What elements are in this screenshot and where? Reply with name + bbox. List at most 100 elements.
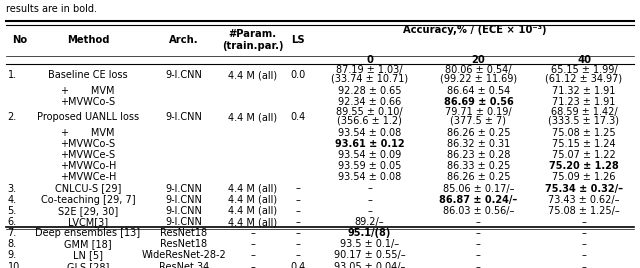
Text: 90.17 ± 0.55/–: 90.17 ± 0.55/– [334, 251, 405, 260]
Text: –: – [367, 206, 372, 216]
Text: 86.26 ± 0.25: 86.26 ± 0.25 [447, 128, 510, 138]
Text: 85.06 ± 0.17/–: 85.06 ± 0.17/– [443, 184, 514, 193]
Text: +MVWCo-H: +MVWCo-H [60, 161, 116, 171]
Text: CNLCU-S [29]: CNLCU-S [29] [55, 184, 121, 193]
Text: 8.: 8. [8, 239, 17, 249]
Text: 0.4: 0.4 [290, 262, 305, 268]
Text: S2E [29, 30]: S2E [29, 30] [58, 206, 118, 216]
Text: –: – [295, 239, 300, 249]
Text: 7.: 7. [8, 228, 17, 238]
Text: +       MVM: + MVM [61, 86, 115, 96]
Text: #Param.
(train.par.): #Param. (train.par.) [222, 29, 284, 51]
Text: 9-l.CNN: 9-l.CNN [166, 112, 202, 122]
Text: 92.28 ± 0.65: 92.28 ± 0.65 [338, 86, 401, 96]
Text: 75.20 ± 1.28: 75.20 ± 1.28 [549, 161, 619, 171]
Text: 4.4 M (all): 4.4 M (all) [228, 217, 277, 227]
Text: 4.4 M (all): 4.4 M (all) [228, 195, 277, 205]
Text: –: – [295, 228, 300, 238]
Text: ResNet18: ResNet18 [161, 228, 207, 238]
Text: –: – [295, 206, 300, 216]
Text: (99.22 ± 11.69): (99.22 ± 11.69) [440, 73, 517, 83]
Text: –: – [367, 184, 372, 193]
Text: –: – [295, 251, 300, 260]
Text: (61.12 ± 34.97): (61.12 ± 34.97) [545, 73, 623, 83]
Text: 2.: 2. [8, 112, 17, 122]
Text: 0.4: 0.4 [290, 112, 305, 122]
Text: 4.4 M (all): 4.4 M (all) [228, 70, 277, 80]
Text: 86.26 ± 0.25: 86.26 ± 0.25 [447, 172, 510, 183]
Text: –: – [295, 217, 300, 227]
Text: 86.32 ± 0.31: 86.32 ± 0.31 [447, 139, 510, 149]
Text: 68.59 ± 1.42/: 68.59 ± 1.42/ [550, 107, 618, 117]
Text: +MVWCo-S: +MVWCo-S [60, 97, 116, 107]
Text: Method: Method [67, 35, 109, 45]
Text: 80.06 ± 0.54/: 80.06 ± 0.54/ [445, 65, 511, 75]
Text: 9.: 9. [8, 251, 17, 260]
Text: No: No [12, 35, 27, 45]
Text: 86.33 ± 0.25: 86.33 ± 0.25 [447, 161, 510, 171]
Text: 9-l.CNN: 9-l.CNN [166, 217, 202, 227]
Text: GMM [18]: GMM [18] [64, 239, 112, 249]
Text: 73.43 ± 0.62/–: 73.43 ± 0.62/– [548, 195, 620, 205]
Text: 75.08 ± 1.25: 75.08 ± 1.25 [552, 128, 616, 138]
Text: 71.32 ± 1.91: 71.32 ± 1.91 [552, 86, 616, 96]
Text: 9-l.CNN: 9-l.CNN [166, 184, 202, 193]
Text: –: – [250, 262, 255, 268]
Text: 75.08 ± 1.25/–: 75.08 ± 1.25/– [548, 206, 620, 216]
Text: 89.2/–: 89.2/– [355, 217, 385, 227]
Text: –: – [582, 262, 586, 268]
Text: –: – [476, 239, 481, 249]
Text: 3.: 3. [8, 184, 17, 193]
Text: –: – [476, 217, 481, 227]
Text: +MVWCe-S: +MVWCe-S [60, 150, 116, 160]
Text: 9-l.CNN: 9-l.CNN [166, 206, 202, 216]
Text: 93.54 ± 0.08: 93.54 ± 0.08 [338, 172, 401, 183]
Text: 0: 0 [366, 55, 373, 65]
Text: Accuracy,% / (ECE × 10⁻³): Accuracy,% / (ECE × 10⁻³) [403, 25, 547, 35]
Text: –: – [250, 239, 255, 249]
Text: 89.55 ± 0.10/: 89.55 ± 0.10/ [336, 107, 403, 117]
Text: –: – [250, 228, 255, 238]
Text: Deep ensembles [13]: Deep ensembles [13] [35, 228, 141, 238]
Text: (377.5 ± 7): (377.5 ± 7) [451, 115, 506, 125]
Text: 40: 40 [577, 55, 591, 65]
Text: ResNet18: ResNet18 [161, 239, 207, 249]
Text: 20: 20 [472, 55, 485, 65]
Text: LVCM[3]: LVCM[3] [68, 217, 108, 227]
Text: –: – [582, 217, 586, 227]
Text: –: – [367, 195, 372, 205]
Text: 65.15 ± 1.99/: 65.15 ± 1.99/ [550, 65, 618, 75]
Text: 86.03 ± 0.56/–: 86.03 ± 0.56/– [443, 206, 514, 216]
Text: Co-teaching [29, 7]: Co-teaching [29, 7] [41, 195, 135, 205]
Text: (33.74 ± 10.71): (33.74 ± 10.71) [331, 73, 408, 83]
Text: 86.87 ± 0.24/–: 86.87 ± 0.24/– [439, 195, 518, 205]
Text: 87.19 ± 1.03/: 87.19 ± 1.03/ [337, 65, 403, 75]
Text: –: – [476, 251, 481, 260]
Text: 4.4 M (all): 4.4 M (all) [228, 112, 277, 122]
Text: GLS [28]: GLS [28] [67, 262, 109, 268]
Text: –: – [250, 251, 255, 260]
Text: ResNet 34: ResNet 34 [159, 262, 209, 268]
Text: 4.4 M (all): 4.4 M (all) [228, 206, 277, 216]
Text: –: – [582, 251, 586, 260]
Text: –: – [582, 228, 586, 238]
Text: 75.15 ± 1.24: 75.15 ± 1.24 [552, 139, 616, 149]
Text: 86.23 ± 0.28: 86.23 ± 0.28 [447, 150, 510, 160]
Text: Arch.: Arch. [169, 35, 199, 45]
Text: –: – [476, 262, 481, 268]
Text: +MVWCe-H: +MVWCe-H [60, 172, 116, 183]
Text: 9-l.CNN: 9-l.CNN [166, 195, 202, 205]
Text: 95.1/(8): 95.1/(8) [348, 228, 391, 238]
Text: 4.4 M (all): 4.4 M (all) [228, 184, 277, 193]
Text: 4.: 4. [8, 195, 17, 205]
Text: 75.34 ± 0.32/–: 75.34 ± 0.32/– [545, 184, 623, 193]
Text: 10.: 10. [8, 262, 23, 268]
Text: –: – [295, 184, 300, 193]
Text: 71.23 ± 1.91: 71.23 ± 1.91 [552, 97, 616, 107]
Text: 93.54 ± 0.08: 93.54 ± 0.08 [338, 128, 401, 138]
Text: 79.71 ± 0.19/: 79.71 ± 0.19/ [445, 107, 512, 117]
Text: 92.34 ± 0.66: 92.34 ± 0.66 [338, 97, 401, 107]
Text: 86.64 ± 0.54: 86.64 ± 0.54 [447, 86, 510, 96]
Text: –: – [582, 239, 586, 249]
Text: WideResNet-28-2: WideResNet-28-2 [141, 251, 227, 260]
